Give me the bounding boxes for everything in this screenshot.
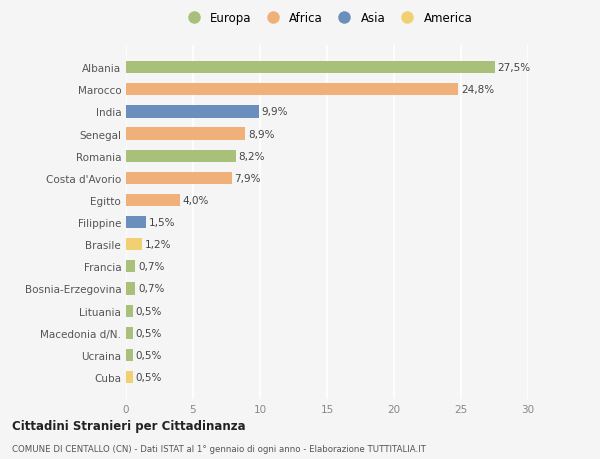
Bar xyxy=(126,173,232,185)
Text: 0,5%: 0,5% xyxy=(136,328,162,338)
Bar xyxy=(126,128,245,140)
Text: 24,8%: 24,8% xyxy=(461,85,494,95)
Text: 1,2%: 1,2% xyxy=(145,240,171,250)
Bar xyxy=(126,84,458,96)
Bar xyxy=(126,62,494,74)
Bar xyxy=(126,349,133,361)
Text: COMUNE DI CENTALLO (CN) - Dati ISTAT al 1° gennaio di ogni anno - Elaborazione T: COMUNE DI CENTALLO (CN) - Dati ISTAT al … xyxy=(12,444,426,453)
Text: 7,9%: 7,9% xyxy=(235,174,261,184)
Text: Cittadini Stranieri per Cittadinanza: Cittadini Stranieri per Cittadinanza xyxy=(12,419,245,432)
Text: 27,5%: 27,5% xyxy=(497,63,530,73)
Text: 0,5%: 0,5% xyxy=(136,306,162,316)
Bar xyxy=(126,106,259,118)
Text: 1,5%: 1,5% xyxy=(149,218,175,228)
Bar xyxy=(126,283,136,295)
Bar xyxy=(126,217,146,229)
Bar xyxy=(126,150,236,162)
Legend: Europa, Africa, Asia, America: Europa, Africa, Asia, America xyxy=(179,9,475,27)
Bar xyxy=(126,327,133,339)
Text: 0,7%: 0,7% xyxy=(138,284,164,294)
Bar xyxy=(126,239,142,251)
Text: 0,5%: 0,5% xyxy=(136,372,162,382)
Text: 0,7%: 0,7% xyxy=(138,262,164,272)
Text: 0,5%: 0,5% xyxy=(136,350,162,360)
Bar xyxy=(126,305,133,317)
Text: 8,9%: 8,9% xyxy=(248,129,274,139)
Bar xyxy=(126,371,133,383)
Text: 8,2%: 8,2% xyxy=(239,151,265,162)
Bar xyxy=(126,195,179,207)
Bar xyxy=(126,261,136,273)
Text: 9,9%: 9,9% xyxy=(262,107,288,117)
Text: 4,0%: 4,0% xyxy=(182,196,209,206)
